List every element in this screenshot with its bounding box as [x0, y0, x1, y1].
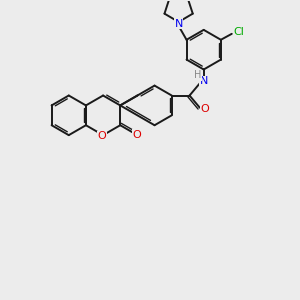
- Text: O: O: [98, 131, 106, 141]
- Text: N: N: [200, 76, 208, 86]
- Text: N: N: [174, 19, 183, 29]
- Text: Cl: Cl: [233, 27, 244, 37]
- Text: H: H: [194, 70, 201, 80]
- Text: O: O: [132, 130, 141, 140]
- Text: O: O: [200, 103, 209, 114]
